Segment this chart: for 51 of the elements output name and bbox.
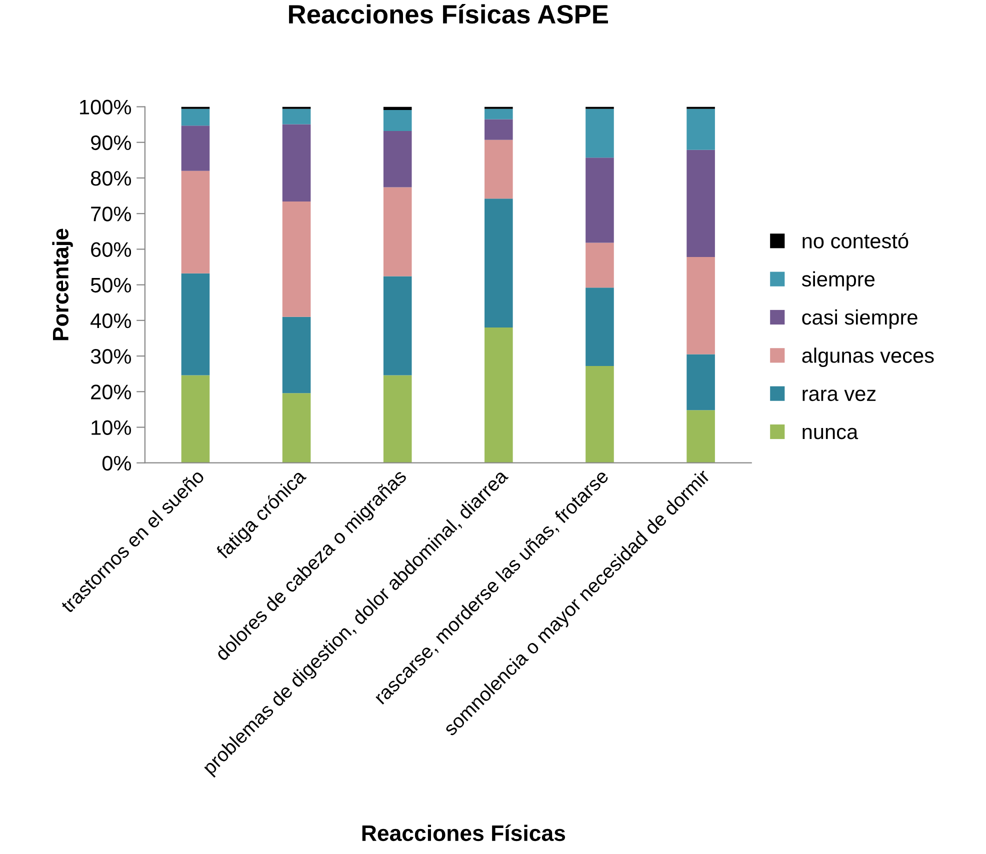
bar: [383, 106, 412, 110]
legend-label: casi siempre: [802, 309, 918, 329]
chart-title: Reacciones Físicas ASPE: [289, 4, 608, 24]
bar: [383, 276, 412, 376]
y-tick-label: 10%: [92, 420, 132, 436]
bar: [181, 375, 210, 463]
y-tick-label: 60%: [91, 242, 132, 257]
y-tick-label: 80%: [90, 170, 132, 186]
y-tick-label: 50%: [90, 278, 132, 293]
legend-label: rara vez: [802, 390, 876, 402]
y-axis-title: Porcentaje: [52, 228, 73, 340]
legend-label: algunas veces: [802, 348, 934, 368]
bar: [181, 170, 210, 274]
bar: [282, 108, 311, 124]
bar: [484, 140, 513, 199]
y-tick-label: 40%: [90, 313, 132, 328]
bar: [383, 375, 412, 463]
bar: [686, 354, 715, 410]
bar: [686, 410, 715, 463]
bar: [484, 119, 513, 140]
bar: [181, 126, 210, 171]
bar: [282, 393, 311, 463]
bar: [484, 198, 513, 328]
bar: [686, 150, 715, 258]
bar: [586, 288, 614, 366]
bar: [282, 316, 311, 394]
bar: [484, 328, 513, 463]
y-tick-label: 0%: [102, 456, 132, 471]
legend-label: no contestó: [802, 232, 908, 248]
bar: [181, 273, 210, 376]
bar: [686, 257, 715, 354]
bar: [383, 110, 412, 131]
bar: [586, 242, 614, 288]
y-tick-label: 20%: [91, 384, 132, 400]
legend-label: nunca: [802, 428, 858, 440]
bar: [586, 108, 614, 158]
bar: [586, 366, 614, 463]
y-tick-label: 100%: [80, 100, 132, 115]
x-axis-title: Reacciones Físicas: [362, 824, 566, 842]
y-tick-label: 70%: [91, 206, 132, 222]
bar: [686, 108, 715, 150]
bar: [484, 108, 513, 120]
legend-label: siempre: [802, 271, 875, 291]
bar: [282, 124, 311, 202]
y-tick-label: 30%: [90, 349, 132, 364]
bar: [383, 130, 412, 188]
bar: [383, 187, 412, 276]
y-tick-label: 90%: [91, 135, 132, 150]
bar: [181, 108, 210, 126]
bar: [282, 201, 311, 317]
bar: [586, 158, 614, 243]
